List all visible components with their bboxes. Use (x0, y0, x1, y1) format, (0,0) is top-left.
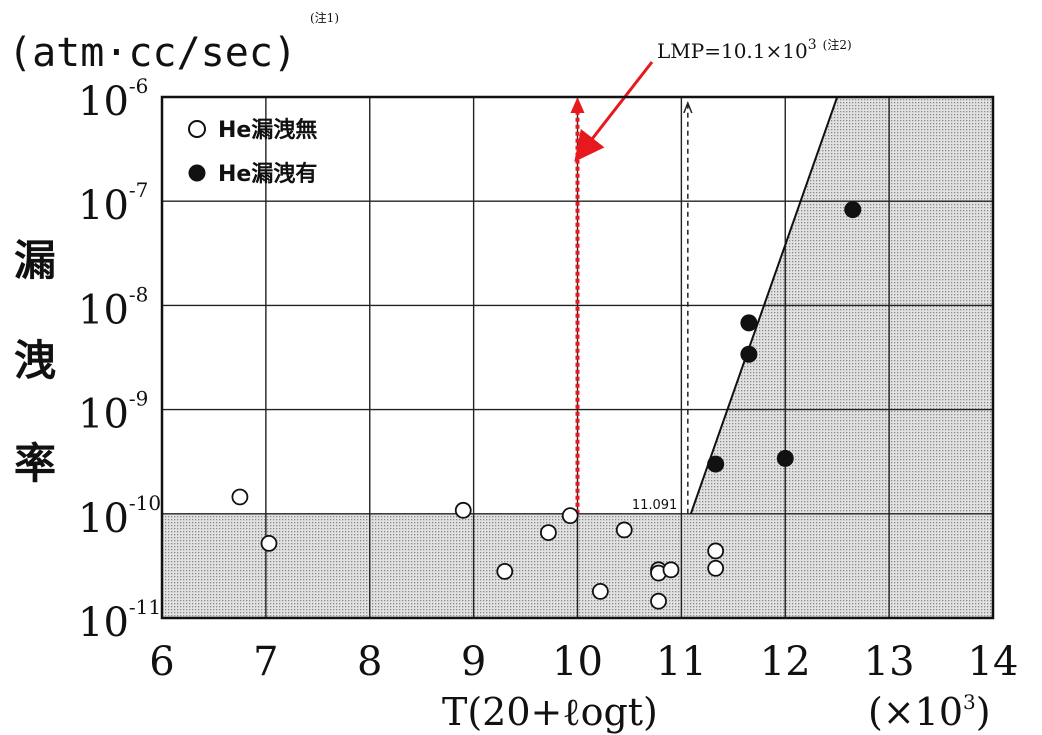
data-points (231, 201, 862, 610)
point-no-leak-13 (707, 559, 725, 577)
plot-frame (160, 95, 995, 620)
point-leak-0 (707, 455, 725, 473)
y-tick-label--8: 10-8 (78, 282, 148, 333)
threshold-arrowhead (683, 100, 693, 114)
y-axis-label-char-3: 率 (14, 439, 56, 488)
x-tick-label-11: 11 (656, 639, 707, 685)
threshold-label: 11.091 (632, 498, 678, 513)
x-tick-label-9: 9 (461, 639, 486, 685)
x-tick-label-13: 13 (864, 639, 915, 685)
x-tick-label-8: 8 (357, 639, 382, 685)
lmp-label: LMP=10.1×103 (注2) (657, 37, 852, 63)
x-tick-label-14: 14 (968, 639, 1019, 685)
point-no-leak-11 (662, 561, 680, 579)
point-no-leak-6 (591, 583, 609, 600)
x-multiplier-close: ) (976, 690, 991, 734)
legend-label-no-leak: He漏洩無 (218, 117, 317, 143)
point-leak-1 (740, 314, 758, 332)
point-no-leak-0 (231, 488, 249, 506)
point-leak-4 (844, 201, 862, 219)
y-axis-label-char-1: 漏 (14, 236, 56, 285)
y-axis-label-char-2: 洩 (14, 336, 56, 385)
legend-filled-circle-icon (188, 164, 206, 182)
grid (162, 97, 993, 618)
x-tick-label-10: 10 (552, 639, 603, 685)
legend-open-circle-icon (188, 120, 206, 138)
y-unit-label: (atm·cc/sec) (8, 30, 297, 76)
y-tick-label--11: 10-11 (78, 595, 161, 646)
y-tick-labels: 10-6 10-7 10-8 10-9 10-10 10-11 (78, 74, 161, 646)
lmp-label-exp: 3 (808, 37, 817, 53)
x-tick-label-12: 12 (760, 639, 811, 685)
point-no-leak-5 (561, 507, 579, 525)
x-axis-label: T(20+ℓogt) (442, 690, 658, 734)
y-tick-label--6: 10-6 (78, 74, 148, 125)
lmp-pointer-arrow (574, 61, 654, 162)
y-tick-label--10: 10-10 (78, 491, 161, 542)
point-no-leak-12 (707, 542, 725, 560)
y-unit-note: (注1) (310, 10, 339, 25)
point-no-leak-2 (454, 501, 472, 519)
legend: He漏洩無 He漏洩有 (188, 117, 317, 187)
x-multiplier-exp: 3 (963, 690, 976, 714)
point-no-leak-3 (496, 563, 514, 580)
lmp-arrowhead (570, 97, 585, 113)
x-tick-labels: 6 7 8 9 10 11 12 13 14 (149, 639, 1018, 685)
boundary-line (689, 96, 839, 515)
x-tick-label-6: 6 (149, 639, 174, 685)
legend-label-leak: He漏洩有 (218, 161, 317, 187)
x-tick-label-7: 7 (253, 639, 278, 685)
y-tick-label--9: 10-9 (78, 387, 148, 438)
point-no-leak-7 (615, 521, 633, 539)
point-no-leak-1 (260, 534, 278, 552)
y-tick-label--7: 10-7 (78, 178, 148, 229)
point-leak-2 (740, 345, 758, 363)
point-leak-3 (776, 449, 794, 467)
point-no-leak-4 (540, 524, 557, 542)
lmp-label-note: (注2) (823, 37, 852, 52)
point-no-leak-10 (650, 592, 667, 610)
x-axis-multiplier: (×103) (868, 690, 991, 734)
